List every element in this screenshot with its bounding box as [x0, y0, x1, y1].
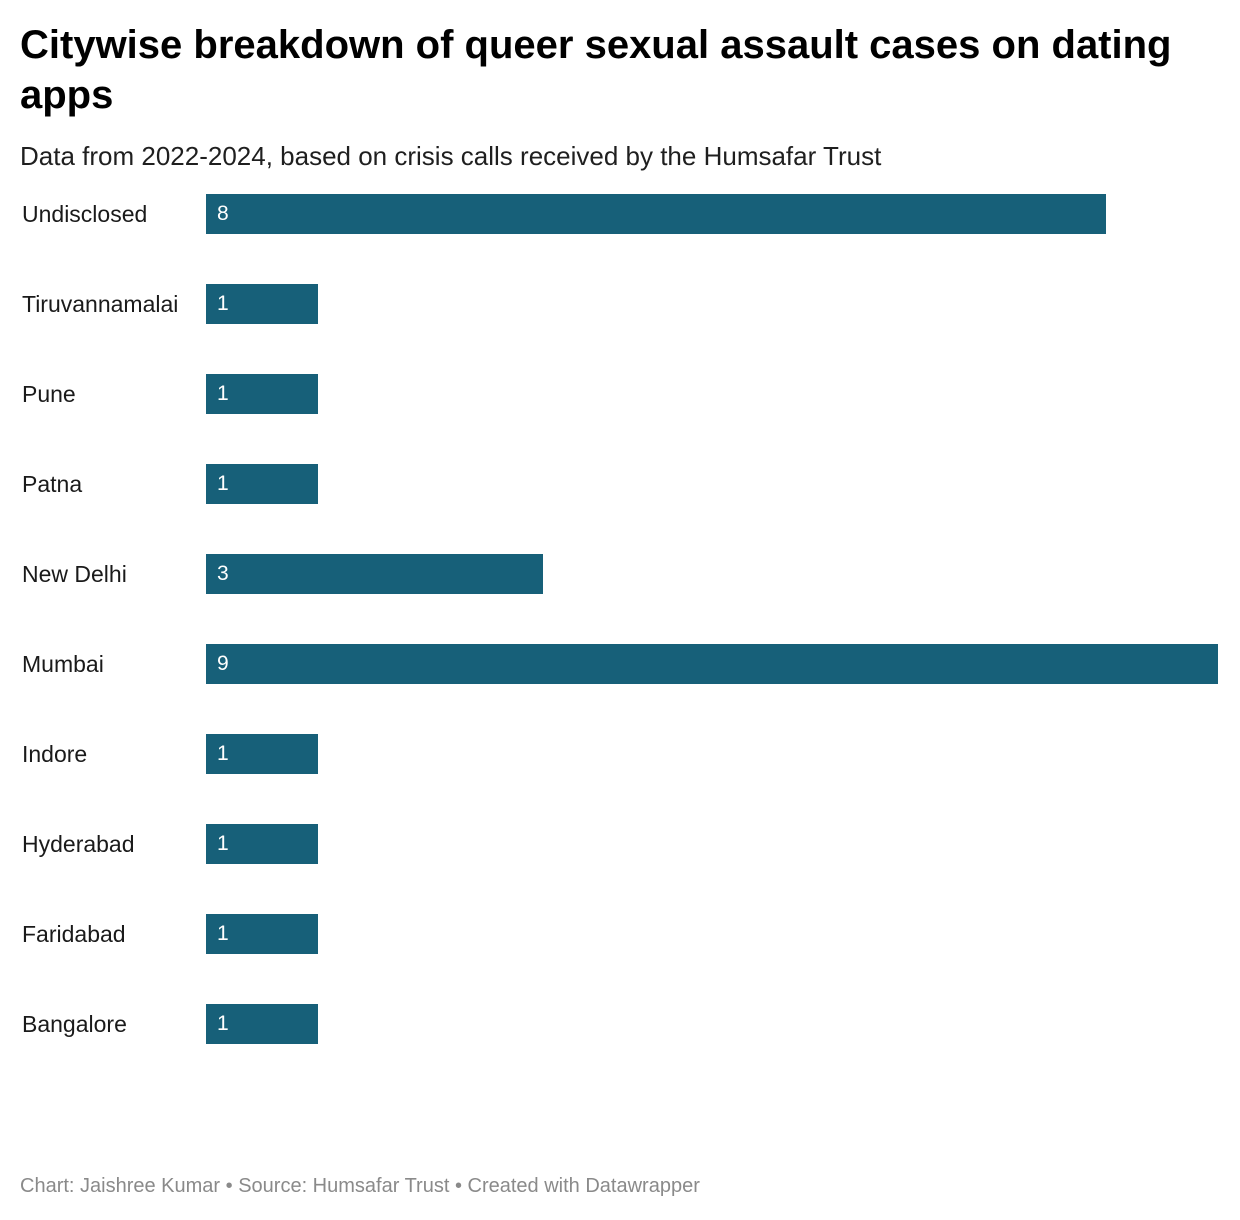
bar-value-label: 1 — [217, 472, 229, 495]
bar-value-label: 1 — [217, 922, 229, 945]
bar: 1 — [206, 1004, 318, 1044]
bar: 1 — [206, 284, 318, 324]
bar-value-label: 1 — [217, 832, 229, 855]
bar: 1 — [206, 374, 318, 414]
category-label: Tiruvannamalai — [22, 291, 179, 317]
bar-value-label: 8 — [217, 202, 229, 225]
category-label: Patna — [22, 471, 83, 497]
chart-subtitle: Data from 2022-2024, based on crisis cal… — [20, 141, 882, 171]
category-label: Hyderabad — [22, 831, 135, 857]
source-credit: Source: Humsafar Trust — [238, 1175, 450, 1197]
bar-value-label: 9 — [217, 652, 229, 675]
chart-footer: Chart: Jaishree Kumar • Source: Humsafar… — [20, 1172, 700, 1200]
category-label: New Delhi — [22, 561, 127, 587]
bar-row: Patna 1 — [0, 464, 1240, 504]
chart-credit: Chart: Jaishree Kumar — [20, 1175, 221, 1197]
bar-row: Tiruvannamalai 1 — [0, 284, 1240, 324]
bar: 1 — [206, 914, 318, 954]
category-label: Faridabad — [22, 921, 126, 947]
category-label: Undisclosed — [22, 201, 148, 227]
bar-row: Faridabad 1 — [0, 914, 1240, 954]
footer-separator: • — [220, 1175, 239, 1197]
bar-row: Hyderabad 1 — [0, 824, 1240, 864]
chart-title: Citywise breakdown of queer sexual assau… — [20, 23, 1172, 117]
bar: 1 — [206, 734, 318, 774]
bar: 1 — [206, 464, 318, 504]
category-label: Pune — [22, 381, 76, 407]
category-label: Indore — [22, 741, 88, 767]
bar: 3 — [206, 554, 543, 594]
footer-separator: • — [449, 1175, 468, 1197]
category-label: Bangalore — [22, 1011, 127, 1037]
bar-row: Bangalore 1 — [0, 1004, 1240, 1044]
bar-row: Undisclosed 8 — [0, 194, 1240, 234]
bar: 8 — [206, 194, 1106, 234]
bar: 9 — [206, 644, 1218, 684]
datawrapper-credit: Created with Datawrapper — [467, 1175, 700, 1197]
bar-value-label: 1 — [217, 292, 229, 315]
bar-value-label: 1 — [217, 382, 229, 405]
bar-row: Mumbai 9 — [0, 644, 1240, 684]
bar-value-label: 1 — [217, 742, 229, 765]
bar-row: Indore 1 — [0, 734, 1240, 774]
bar-value-label: 1 — [217, 1012, 229, 1035]
category-label: Mumbai — [22, 651, 104, 677]
bar-value-label: 3 — [217, 562, 229, 585]
bar: 1 — [206, 824, 318, 864]
bar-row: Pune 1 — [0, 374, 1240, 414]
bar-row: New Delhi 3 — [0, 554, 1240, 594]
